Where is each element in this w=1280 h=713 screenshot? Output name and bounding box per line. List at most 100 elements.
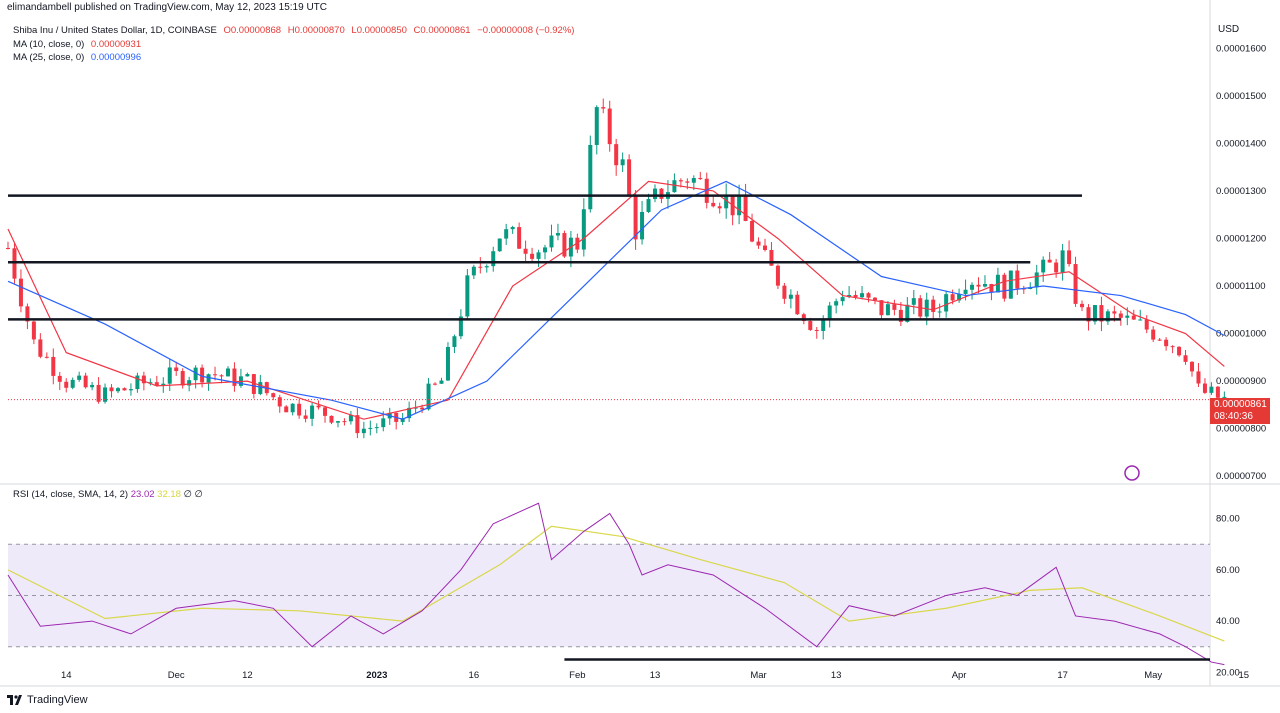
- candle-body: [193, 367, 198, 381]
- candle-body: [944, 294, 949, 312]
- candle-body: [536, 252, 541, 259]
- time-tick-label: 13: [831, 670, 842, 681]
- candle-body: [801, 314, 806, 322]
- time-tick-label: 14: [61, 670, 72, 681]
- candle-body: [737, 195, 742, 216]
- candle-body: [937, 311, 942, 313]
- rsi-line: [7, 502, 1225, 666]
- time-tick-label: 15: [1238, 670, 1249, 681]
- price-tick-label: 0.00001000: [1216, 329, 1266, 340]
- rsi-tick-label: 20.00: [1216, 667, 1240, 678]
- candle-body: [633, 194, 638, 240]
- candle-body: [866, 293, 871, 298]
- time-tick-label: May: [1144, 670, 1162, 681]
- candle-body: [549, 235, 554, 248]
- candle-body: [879, 300, 884, 316]
- candle-body: [1125, 315, 1130, 318]
- price-tick-label: 0.00000900: [1216, 376, 1266, 387]
- candle-body: [174, 367, 179, 372]
- ohlc-change: −0.00000008 (−0.92%): [477, 25, 575, 36]
- candle-body: [543, 247, 548, 253]
- candle-body: [885, 304, 890, 316]
- candle-body: [905, 304, 910, 322]
- candle-body: [1131, 315, 1136, 320]
- tradingview-brand[interactable]: TradingView: [7, 694, 88, 706]
- candle-body: [976, 284, 981, 287]
- candle-body: [1202, 383, 1207, 393]
- candle-body: [653, 188, 657, 200]
- candle-body: [1151, 329, 1156, 340]
- candle-body: [924, 299, 929, 317]
- candle-body: [161, 383, 166, 386]
- time-tick-label: 13: [650, 670, 661, 681]
- ma25-legend: MA (25, close, 0) 0.00000996: [13, 52, 145, 63]
- candle-body: [950, 294, 955, 301]
- ohlc-high: H0.00000870: [287, 25, 345, 36]
- candle-body: [1002, 274, 1007, 299]
- candle-body: [225, 368, 230, 377]
- candle-body: [756, 241, 761, 246]
- candle-body: [258, 382, 263, 394]
- price-tick-label: 0.00001500: [1216, 91, 1266, 102]
- time-tick-label: Feb: [569, 670, 585, 681]
- candle-body: [57, 375, 62, 382]
- candle-body: [594, 107, 599, 145]
- candle-body: [743, 195, 748, 221]
- time-tick-label: Dec: [168, 670, 185, 681]
- candle-body: [426, 383, 431, 410]
- candle-body: [788, 294, 793, 299]
- candle-body: [342, 421, 347, 423]
- candle-body: [685, 181, 690, 183]
- candle-body: [982, 284, 987, 287]
- candle-body: [96, 384, 101, 402]
- time-tick-label: Apr: [952, 670, 967, 681]
- candle-body: [530, 253, 535, 259]
- candle-body: [646, 199, 651, 212]
- candle-body: [762, 245, 767, 250]
- candle-body: [750, 220, 755, 242]
- candle-body: [297, 403, 302, 416]
- rsi-label: RSI (14, close, SMA, 14, 2): [13, 489, 129, 500]
- candle-body: [1060, 250, 1065, 273]
- candle-body: [323, 407, 328, 416]
- candle-body: [724, 195, 729, 209]
- candle-body: [348, 415, 353, 422]
- candle-body: [310, 405, 315, 419]
- rsi-legend: RSI (14, close, SMA, 14, 2) 23.02 32.18 …: [13, 489, 203, 500]
- candle-body: [284, 406, 289, 413]
- candle-body: [517, 227, 522, 249]
- candle-body: [931, 299, 936, 312]
- candle-body: [465, 275, 470, 317]
- candle-body: [775, 265, 780, 286]
- candle-body: [620, 159, 625, 166]
- candle-body: [872, 297, 877, 301]
- candle-body: [1086, 307, 1091, 322]
- candle-body: [957, 293, 962, 301]
- candle-body: [271, 393, 276, 398]
- candle-body: [581, 209, 586, 250]
- candle-body: [77, 375, 82, 380]
- candle-body: [821, 320, 826, 331]
- time-tick-label: Mar: [750, 670, 766, 681]
- rsi-tick-label: 40.00: [1216, 616, 1240, 627]
- candle-body: [51, 356, 56, 376]
- candle-body: [1080, 303, 1085, 308]
- last-price-tag: 0.00000861 08:40:36: [1210, 398, 1270, 424]
- candle-body: [659, 188, 664, 199]
- candle-body: [141, 375, 146, 384]
- price-tick-label: 0.00001100: [1216, 281, 1266, 292]
- candle-body: [83, 375, 88, 388]
- candle-body: [115, 388, 120, 392]
- ma10-label: MA (10, close, 0): [13, 39, 85, 50]
- ma10-legend: MA (10, close, 0) 0.00000931: [13, 39, 145, 50]
- candle-body: [122, 388, 127, 391]
- candle-body: [717, 206, 722, 209]
- candle-body: [458, 316, 463, 337]
- candle-body: [251, 374, 256, 394]
- candle-body: [303, 415, 308, 419]
- candle-body: [678, 180, 683, 182]
- candle-body: [109, 387, 114, 392]
- candle-body: [1118, 313, 1123, 318]
- candle-body: [44, 356, 49, 358]
